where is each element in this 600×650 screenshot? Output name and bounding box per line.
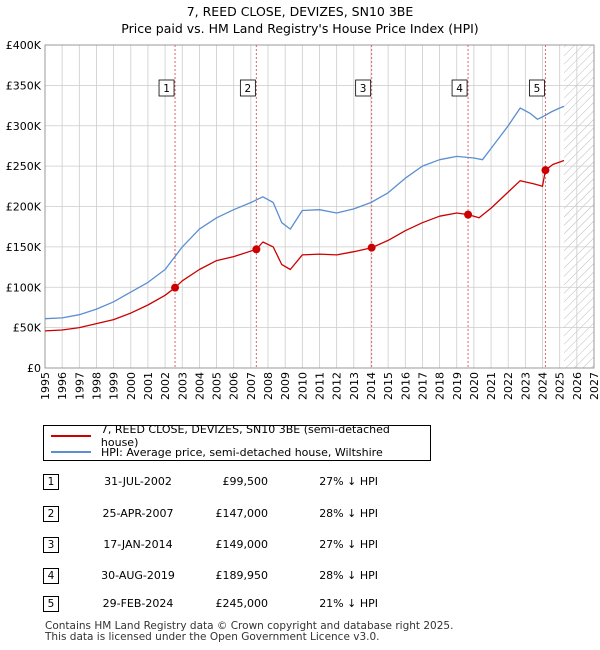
x-tick-label: 2024 [537,372,550,400]
x-tick-label: 1999 [108,372,121,400]
footer-attribution: Contains HM Land Registry data © Crown c… [45,621,453,643]
x-tick-label: 2016 [399,372,412,400]
x-tick-label: 1995 [39,372,52,400]
transaction-price: £245,000 [215,597,269,610]
y-tick-label: £150K [6,241,42,254]
price-chart: £0 £50K £100K £150K £200K £250K £300K £350K £400… [6,39,600,400]
transaction-number: 4 [43,568,59,584]
legend-item-property: 7, REED CLOSE, DEVIZES, SN10 3BE (semi-d… [51,423,430,449]
x-tick-label: 2008 [262,372,275,400]
sale-label-number: 5 [534,83,541,95]
sale-label-number: 3 [360,83,367,95]
hpi-line [44,105,565,320]
table-row: 5 29-FEB-2024 £245,000 21% ↓ HPI [43,596,403,614]
y-tick-label: £350K [6,79,42,92]
x-tick-label: 2000 [125,372,138,400]
transaction-number: 5 [43,596,59,612]
transaction-hpi: 21% ↓ HPI [319,597,378,610]
table-row: 3 17-JAN-2014 £149,000 27% ↓ HPI [43,537,403,555]
transaction-price: £99,500 [222,475,269,488]
footer-line-1: Contains HM Land Registry data © Crown c… [45,620,454,632]
x-tick-label: 2020 [468,372,481,400]
x-tick-label: 2006 [228,372,241,400]
x-tick-label: 2001 [142,372,155,400]
transaction-number: 2 [43,506,59,522]
plot-area-border [44,44,595,369]
legend-label-hpi: HPI: Average price, semi-detached house,… [101,445,383,459]
title-line-1: 7, REED CLOSE, DEVIZES, SN10 3BE [186,4,414,19]
sale-point [171,283,180,292]
table-row: 2 25-APR-2007 £147,000 28% ↓ HPI [43,506,403,524]
transaction-date: 25-APR-2007 [102,507,174,520]
sale-label-box [355,79,372,97]
sale-label-number: 2 [245,83,252,95]
transaction-date: 29-FEB-2024 [102,597,174,610]
sale-label-number: 1 [163,83,170,95]
transaction-price: £189,950 [215,569,269,582]
sale-point [367,243,376,252]
x-tick-label: 2015 [382,372,395,400]
transaction-price: £149,000 [215,538,269,551]
x-tick-label: 2026 [571,372,584,400]
transaction-date: 17-JAN-2014 [103,538,173,551]
x-tick-label: 2003 [176,372,189,400]
x-tick-label: 2019 [451,372,464,400]
x-tick-label: 2023 [519,372,532,400]
sale-label-box [529,79,545,97]
x-tick-label: 2013 [348,372,361,400]
sale-label-number: 4 [456,83,463,95]
x-tick-label: 2018 [434,372,447,400]
transaction-hpi: 28% ↓ HPI [319,569,378,582]
transaction-hpi: 27% ↓ HPI [319,475,378,488]
transaction-hpi: 28% ↓ HPI [319,507,378,520]
x-tick-label: 2004 [193,372,206,400]
x-tick-label: 1998 [90,372,103,400]
x-tick-label: 2012 [331,372,344,400]
y-tick-label: £300K [6,120,42,133]
footer-line-2: This data is licensed under the Open Gov… [45,631,380,643]
x-tick-label: 2021 [485,372,498,400]
x-tick-label: 2017 [416,372,429,400]
table-row: 4 30-AUG-2019 £189,950 28% ↓ HPI [43,568,403,586]
legend-swatch-property [51,435,91,437]
x-tick-label: 2009 [279,372,292,400]
sale-label-box [451,79,468,97]
legend-label-property: 7, REED CLOSE, DEVIZES, SN10 3BE (semi-d… [100,423,390,449]
sale-point [252,245,261,254]
x-tick-label: 2007 [245,372,258,400]
x-tick-label: 2011 [314,372,327,400]
transaction-number: 3 [43,537,59,553]
transaction-date: 30-AUG-2019 [101,569,175,582]
x-tick-label: 2025 [554,372,567,400]
y-tick-label: £200K [6,201,42,214]
sale-point [464,210,473,219]
transaction-number: 1 [43,474,59,490]
x-tick-label: 1996 [56,372,69,400]
sale-label-box [239,79,256,97]
transaction-price: £147,000 [215,507,269,520]
legend-item-hpi: HPI: Average price, semi-detached house,… [51,444,383,460]
y-tick-label: £0 [27,362,41,375]
x-tick-label: 2005 [211,372,224,400]
x-tick-label: 2022 [502,372,515,400]
x-tick-label: 2027 [588,372,600,400]
y-tick-label: £100K [6,281,42,294]
table-row: 1 31-JUL-2002 £99,500 27% ↓ HPI [43,474,403,492]
transaction-hpi: 27% ↓ HPI [319,538,378,551]
x-tick-label: 2002 [159,372,172,400]
x-tick-label: 2014 [365,372,378,400]
y-tick-label: £400K [6,39,42,52]
sale-point [541,166,550,175]
property-price-line [44,159,565,332]
chart-legend: 7, REED CLOSE, DEVIZES, SN10 3BE (semi-d… [43,423,431,461]
title-line-2: Price paid vs. HM Land Registry's House … [121,21,479,36]
chart-title: 7, REED CLOSE, DEVIZES, SN10 3BE Price p… [0,3,600,37]
y-tick-label: £250K [6,160,42,173]
transaction-date: 31-JUL-2002 [104,475,172,488]
y-tick-label: £50K [13,322,42,335]
x-tick-label: 1997 [73,372,86,400]
x-tick-label: 2010 [296,372,309,400]
legend-swatch-hpi [51,451,91,453]
sale-label-box [158,79,175,97]
